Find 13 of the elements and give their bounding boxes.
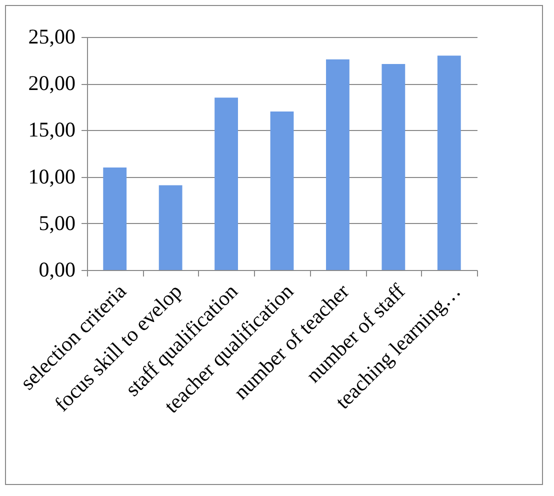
y-tick-label: 20,00 (28, 71, 76, 96)
bar (326, 59, 350, 270)
bar (382, 64, 406, 270)
bar (270, 112, 294, 270)
bar (158, 185, 182, 270)
y-tick-label: 10,00 (28, 164, 76, 188)
bar (214, 98, 238, 270)
bar (437, 56, 461, 270)
y-tick-label: 0,00 (38, 258, 76, 282)
y-tick-label: 25,00 (28, 24, 76, 48)
bar (103, 167, 127, 270)
y-tick-label: 15,00 (28, 118, 76, 142)
y-tick-label: 5,00 (38, 210, 76, 235)
